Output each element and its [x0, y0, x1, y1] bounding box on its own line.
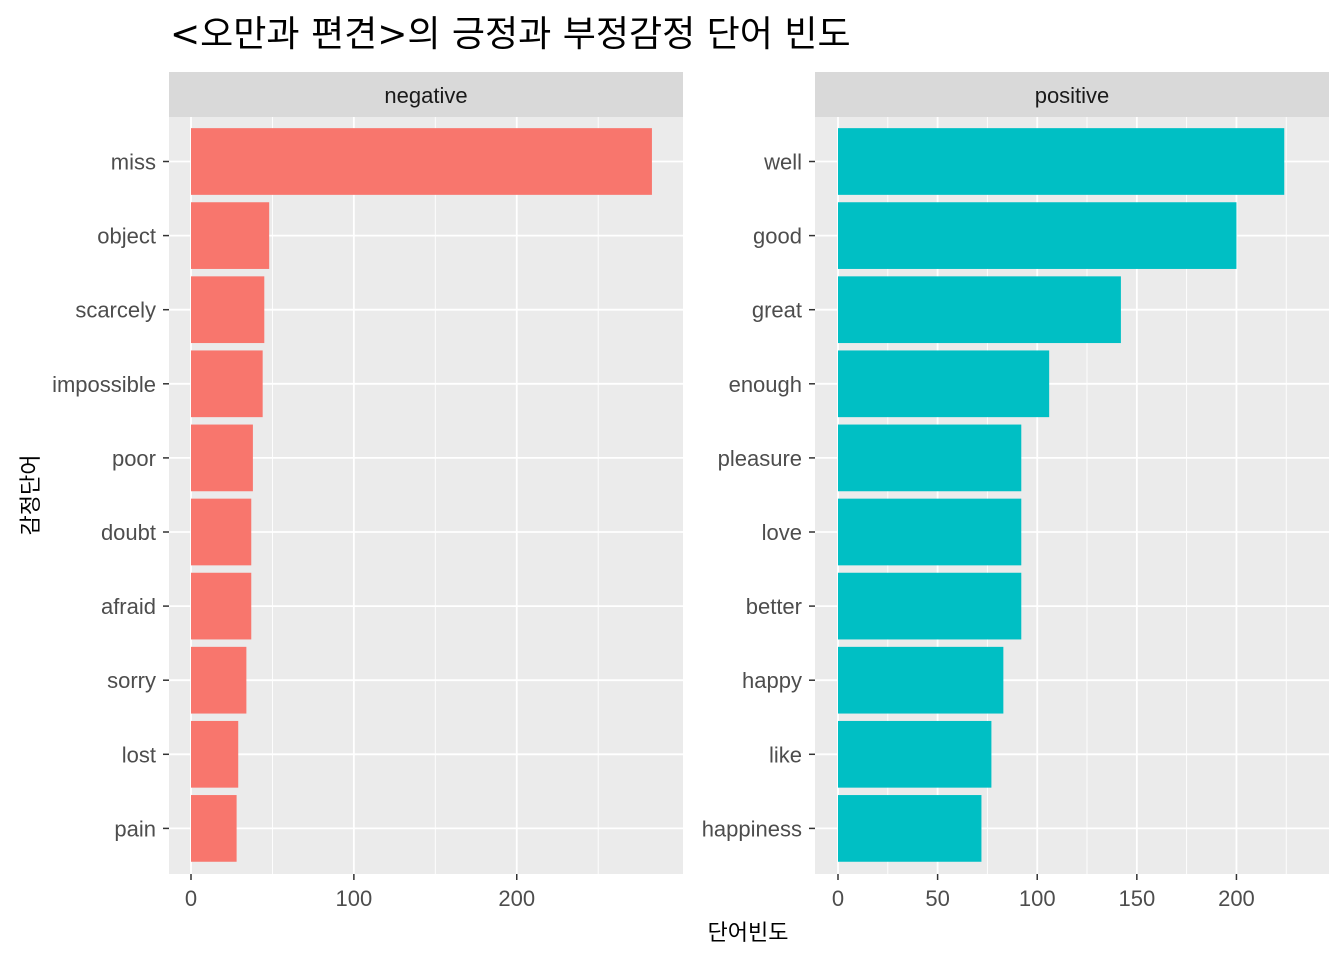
- y-tick-label: poor: [112, 446, 156, 471]
- bar-miss: [191, 128, 652, 195]
- bar-object: [191, 202, 270, 269]
- facet-strip-label: negative: [384, 83, 467, 108]
- bar-doubt: [191, 498, 252, 566]
- y-tick-label: happiness: [702, 816, 802, 841]
- y-tick-label: good: [753, 224, 802, 249]
- x-tick-label: 100: [1019, 886, 1056, 911]
- y-tick-label: sorry: [107, 668, 156, 693]
- y-tick-label: impossible: [52, 372, 156, 397]
- y-tick-label: miss: [111, 150, 156, 175]
- bar-good: [838, 202, 1237, 269]
- bar-afraid: [191, 572, 252, 640]
- x-axis-title: 단어빈도: [708, 921, 789, 946]
- x-tick-label: 200: [1218, 886, 1255, 911]
- y-axis-title: 감정단어: [19, 455, 44, 536]
- facet-strip: [815, 72, 1329, 117]
- y-tick-label: pain: [114, 816, 156, 841]
- chart-title: <오만과 편견>의 긍정과 부정감정 단어 빈도: [170, 14, 851, 55]
- bar-like: [838, 720, 992, 788]
- y-tick-label: enough: [729, 372, 802, 397]
- y-tick-label: happy: [742, 668, 802, 693]
- bar-scarcely: [191, 276, 265, 344]
- y-tick-label: love: [762, 520, 802, 545]
- x-tick-label: 200: [498, 886, 535, 911]
- facet-panels: negative 0 100 200 miss object scarcely impossi…: [52, 72, 1329, 911]
- bar-happy: [838, 646, 1004, 714]
- panel-positive: positive 0 50 100 150 200 well good great enough p…: [702, 72, 1329, 911]
- bar-lost: [191, 720, 239, 788]
- y-tick-label: pleasure: [718, 446, 802, 471]
- x-tick-label: 150: [1118, 886, 1155, 911]
- x-tick-label: 0: [832, 886, 844, 911]
- bar-pain: [191, 795, 237, 862]
- x-tick-label: 0: [185, 886, 197, 911]
- bar-better: [838, 572, 1022, 640]
- bar-enough: [838, 350, 1050, 418]
- bar-happiness: [838, 795, 982, 862]
- bar-love: [838, 498, 1022, 566]
- bar-impossible: [191, 350, 263, 418]
- y-tick-label: lost: [122, 742, 156, 767]
- y-tick-label: doubt: [101, 520, 156, 545]
- y-tick-label: like: [769, 742, 802, 767]
- y-tick-label: well: [763, 150, 802, 175]
- y-tick-label: better: [746, 594, 802, 619]
- panel-negative: negative 0 100 200 miss object scarcely impossi…: [52, 72, 683, 911]
- facet-strip-label: positive: [1035, 83, 1110, 108]
- y-tick-label: afraid: [101, 594, 156, 619]
- facet-strip: [169, 72, 683, 117]
- y-tick-label: object: [97, 224, 156, 249]
- y-tick-label: scarcely: [75, 298, 156, 323]
- bar-sorry: [191, 646, 247, 714]
- x-tick-label: 100: [336, 886, 373, 911]
- x-tick-label: 50: [925, 886, 949, 911]
- bar-great: [838, 276, 1121, 344]
- bar-poor: [191, 424, 253, 492]
- bar-pleasure: [838, 424, 1022, 492]
- y-tick-label: great: [752, 298, 802, 323]
- bar-well: [838, 128, 1285, 195]
